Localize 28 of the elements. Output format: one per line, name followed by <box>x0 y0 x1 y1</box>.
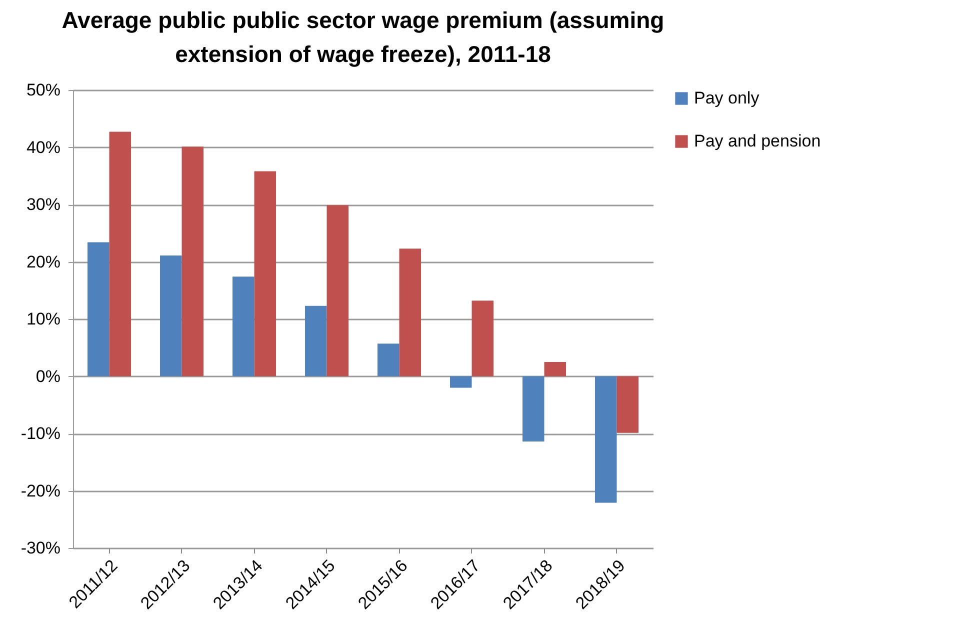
bar <box>616 376 638 433</box>
bar <box>232 276 254 376</box>
y-tick-label: -20% <box>20 481 60 500</box>
y-tick-label: -10% <box>20 424 60 443</box>
y-tick-label: 30% <box>26 195 60 214</box>
y-tick-label: -30% <box>20 538 60 558</box>
bar <box>182 146 204 376</box>
y-tick-label: 50% <box>26 80 60 100</box>
y-tick-label: 40% <box>26 138 60 157</box>
chart-title: Average public public sector wage premium (assuming extension of wage freeze), 2011-18 <box>62 7 664 67</box>
bar <box>378 344 400 376</box>
legend-label: Pay and pension <box>694 132 821 150</box>
y-tick-label: 0% <box>36 366 60 386</box>
bar <box>595 376 617 503</box>
bar <box>472 300 494 376</box>
legend-label: Pay only <box>694 88 760 108</box>
bar <box>544 362 566 376</box>
bar <box>254 171 276 376</box>
bar <box>160 255 182 376</box>
bar <box>109 132 131 376</box>
bar <box>450 376 472 388</box>
bar <box>522 376 544 442</box>
y-tick-label: 20% <box>26 252 60 272</box>
bar <box>88 242 110 376</box>
bar <box>399 248 421 376</box>
y-tick-label: 10% <box>26 310 60 328</box>
bar <box>326 205 348 376</box>
bar <box>305 306 327 376</box>
